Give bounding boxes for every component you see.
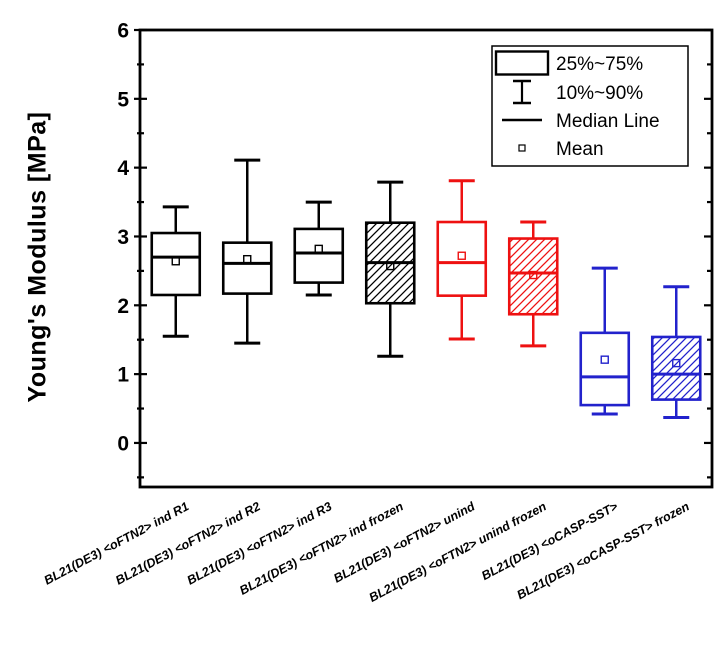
box-plot-1: [221, 158, 273, 345]
iqr-box: [293, 227, 345, 284]
legend-item-0: 25%~75%: [494, 50, 643, 76]
y-tick-label: 5: [117, 88, 129, 111]
box-plot-2: [293, 200, 345, 297]
box-plot-6: [579, 266, 631, 416]
y-tick-label: 0: [117, 433, 129, 456]
box-base: [223, 242, 272, 294]
mean-marker: [386, 261, 395, 271]
y-tick-label: 4: [117, 157, 129, 180]
legend-label-1: 10%~90%: [556, 83, 643, 104]
box-base: [151, 233, 200, 295]
mean-marker: [171, 257, 180, 266]
legend-label-0: 25%~75%: [556, 54, 643, 75]
y-tick-label: 3: [117, 226, 129, 249]
y-tick-label: 6: [117, 20, 129, 43]
legend-mean-icon: [518, 144, 526, 152]
box-plot-0: [150, 205, 202, 338]
mean-marker: [672, 358, 681, 368]
legend-item-2: Median Line: [502, 111, 660, 132]
mean-marker: [529, 270, 538, 280]
box-base: [294, 228, 343, 283]
legend-box-icon: [494, 50, 550, 76]
iqr-box: [150, 231, 202, 297]
box-plot-4: [436, 179, 488, 341]
y-tick-label: 2: [117, 295, 129, 318]
legend-label-3: Mean: [556, 139, 604, 160]
mean-marker: [243, 254, 252, 264]
iqr-box: [436, 220, 488, 297]
iqr-box: [579, 331, 631, 407]
mean-marker: [600, 355, 609, 364]
iqr-box: [221, 241, 273, 295]
mean-marker: [457, 251, 466, 260]
plot-frame: [138, 28, 714, 489]
y-tick-labels: 0 1 2 3 4 5 6: [117, 20, 129, 456]
box-plot-3: [364, 180, 416, 358]
box-base: [580, 332, 629, 406]
box-plot-5: [507, 220, 559, 348]
y-tick-label: 1: [117, 364, 129, 387]
legend: 25%~75% 10%~90% Median Line Mean: [491, 45, 689, 167]
legend-item-3: Mean: [518, 139, 604, 160]
iqr-box: [650, 335, 702, 401]
mean-marker: [314, 244, 323, 254]
legend-label-2: Median Line: [556, 111, 660, 132]
box-plot-7: [650, 285, 702, 419]
iqr-box: [507, 237, 559, 316]
legend-item-1: 10%~90%: [513, 79, 643, 105]
